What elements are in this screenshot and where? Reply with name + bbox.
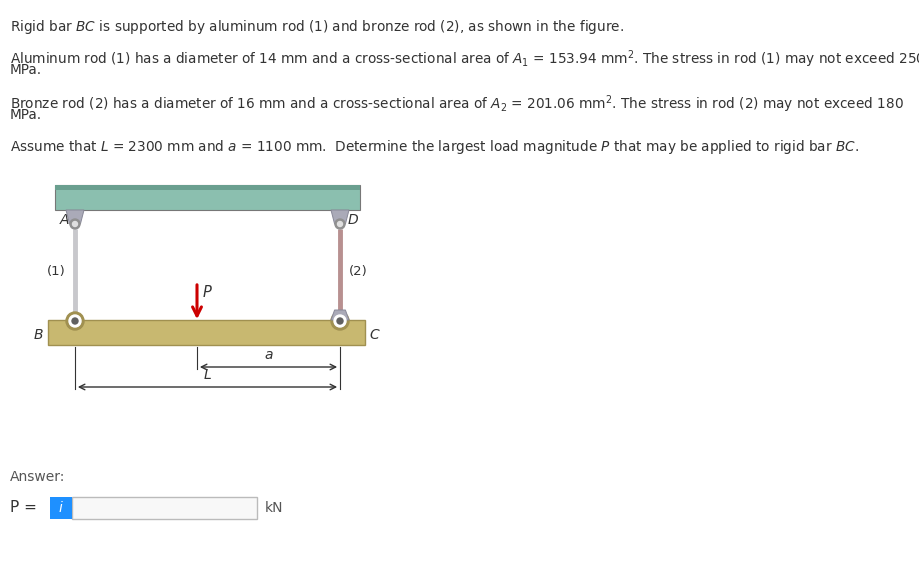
Bar <box>55 185 359 190</box>
Text: MPa.: MPa. <box>10 63 42 77</box>
Circle shape <box>72 318 78 324</box>
Text: P =: P = <box>10 500 41 516</box>
Text: $D$: $D$ <box>346 213 358 227</box>
Text: $L$: $L$ <box>203 368 211 382</box>
Circle shape <box>337 222 342 227</box>
Bar <box>48 320 365 345</box>
Text: $A$: $A$ <box>59 213 70 227</box>
Text: Rigid bar $\it{BC}$ is supported by aluminum rod (1) and bronze rod (2), as show: Rigid bar $\it{BC}$ is supported by alum… <box>10 18 623 36</box>
Bar <box>50 497 72 519</box>
Circle shape <box>73 222 77 227</box>
Circle shape <box>66 312 84 330</box>
Text: Bronze rod (2) has a diameter of 16 mm and a cross-sectional area of $A_2$ = 201: Bronze rod (2) has a diameter of 16 mm a… <box>10 93 902 115</box>
Circle shape <box>335 219 345 229</box>
Circle shape <box>69 315 81 327</box>
Text: Answer:: Answer: <box>10 470 65 484</box>
Circle shape <box>70 219 80 229</box>
Circle shape <box>336 318 343 324</box>
Text: (2): (2) <box>348 265 368 278</box>
Text: MPa.: MPa. <box>10 108 42 122</box>
Text: Assume that $\it{L}$ = 2300 mm and $\it{a}$ = 1100 mm.  Determine the largest lo: Assume that $\it{L}$ = 2300 mm and $\it{… <box>10 138 858 156</box>
Circle shape <box>331 312 348 330</box>
Circle shape <box>334 315 346 327</box>
Bar <box>55 185 359 210</box>
Text: $B$: $B$ <box>33 328 43 342</box>
Polygon shape <box>66 210 84 224</box>
Text: $C$: $C$ <box>369 328 380 342</box>
Text: kN: kN <box>265 501 283 515</box>
Polygon shape <box>331 310 348 320</box>
Text: $i$: $i$ <box>58 500 63 516</box>
Bar <box>72 497 256 519</box>
Text: $P$: $P$ <box>202 284 212 300</box>
Text: Aluminum rod (1) has a diameter of 14 mm and a cross-sectional area of $A_1$ = 1: Aluminum rod (1) has a diameter of 14 mm… <box>10 48 919 70</box>
Text: $a$: $a$ <box>264 348 273 362</box>
Text: (1): (1) <box>47 265 65 278</box>
Polygon shape <box>331 210 348 224</box>
